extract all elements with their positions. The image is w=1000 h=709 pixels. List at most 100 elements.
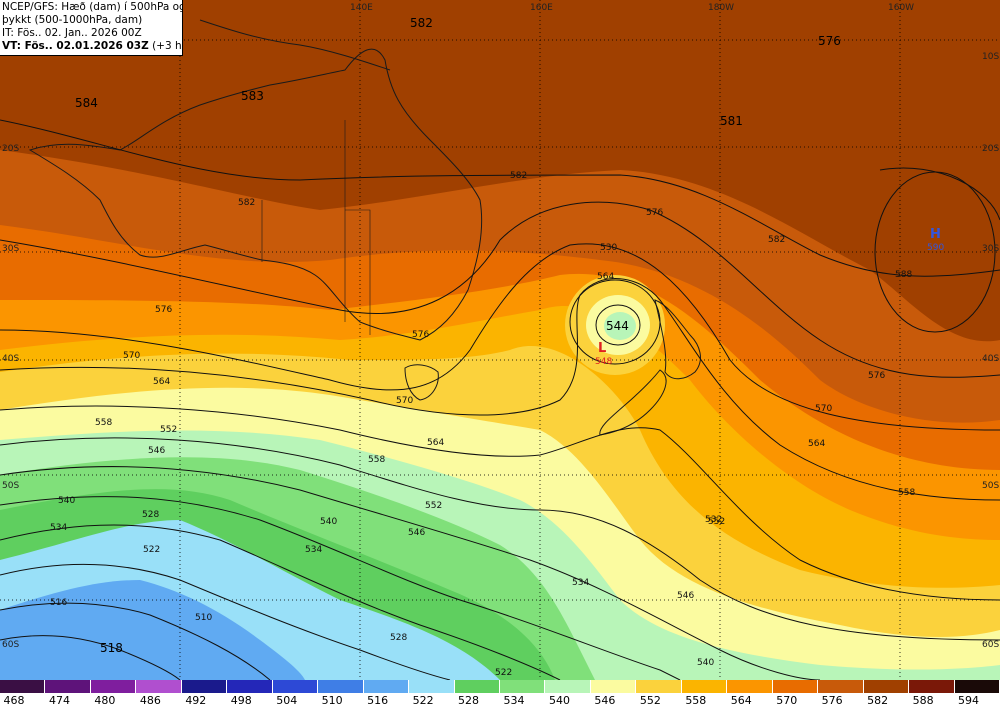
band-516	[0, 580, 305, 680]
label-522: 522	[143, 545, 160, 555]
legend-swatch-522	[409, 680, 455, 693]
legend-label-492: 492	[185, 694, 207, 707]
label-552: 552	[425, 501, 442, 511]
label-576: 576	[868, 371, 885, 381]
color-legend: 468 474 480 486 492 498 504 510 516 522 528 534 540 5…	[0, 680, 1000, 709]
initial-time: IT: Fös.. 02. Jan.. 2026 00Z	[2, 27, 142, 39]
contour-552	[0, 437, 1000, 641]
contour-564	[0, 278, 1000, 501]
legend-swatch-516	[363, 680, 410, 693]
legend-swatch-558	[681, 680, 728, 693]
legend-swatch-486	[136, 680, 182, 693]
legend-swatch-588	[909, 680, 955, 693]
legend-swatch-552	[636, 680, 682, 693]
legend-swatch-534	[500, 680, 546, 693]
contour-534	[0, 524, 561, 680]
forecast-hour: (+3 h)	[152, 40, 183, 52]
legend-label-540: 540	[548, 694, 570, 707]
height-value-518: 518	[100, 641, 123, 655]
legend-swatch-576	[818, 680, 864, 693]
contour-labels: 582 582 582 576 576 576 576 570 570 570 …	[50, 171, 915, 678]
label-516: 516	[50, 598, 67, 608]
legend-label-534: 534	[503, 694, 525, 707]
label-540: 540	[58, 496, 75, 506]
contour-528	[0, 563, 451, 680]
label-558: 558	[95, 418, 112, 428]
legend-label-480: 480	[94, 694, 116, 707]
valid-time-value: VT: Fös.. 02.01.2026 03Z	[2, 40, 149, 52]
contour-576	[0, 201, 1000, 378]
nz-north-coast	[654, 299, 701, 380]
weather-map: 582 582 582 576 576 576 576 570 570 570 …	[0, 0, 1000, 680]
tasmania-coast	[404, 364, 439, 401]
legend-swatch-594	[954, 680, 1000, 693]
legend-swatch-540	[545, 680, 591, 693]
legend-swatch-492	[181, 680, 228, 693]
label-546: 546	[148, 446, 165, 456]
lat-label-40s-left: 40S	[2, 354, 19, 364]
legend-swatch-474	[45, 680, 91, 693]
low-value: 548	[595, 357, 612, 367]
label-558: 558	[368, 455, 385, 465]
contour-540	[0, 496, 681, 680]
lon-label-160w: 160W	[888, 3, 914, 13]
legend-label-468: 468	[3, 694, 25, 707]
label-588: 588	[895, 270, 912, 280]
new-guinea-coast	[199, 19, 391, 71]
label-564: 564	[808, 439, 825, 449]
label-570: 570	[396, 396, 413, 406]
contour-516	[0, 635, 181, 680]
axis-labels: 140E 160E 180W 160W 10S 20S 20S 30S 30S …	[2, 3, 999, 650]
legend-label-552: 552	[639, 694, 661, 707]
legend-label-564: 564	[730, 694, 752, 707]
legend-label-474: 474	[48, 694, 70, 707]
legend-swatch-546	[590, 680, 637, 693]
australia-coast	[28, 48, 483, 341]
legend-swatch-528	[454, 680, 500, 693]
legend-swatch-570	[772, 680, 819, 693]
low-contour-inner	[595, 304, 641, 346]
label-576: 576	[646, 208, 663, 218]
lat-lon-grid	[0, 0, 1000, 680]
label-528: 528	[390, 633, 407, 643]
label-570: 570	[815, 404, 832, 414]
low-contour-outer	[569, 279, 661, 365]
valid-time: VT: Fös.. 02.01.2026 03Z (+3 h)	[2, 40, 183, 53]
lon-label-160e: 160E	[530, 3, 553, 13]
legend-label-576: 576	[821, 694, 843, 707]
lat-label-30s-right: 30S	[982, 244, 999, 254]
label-564: 564	[427, 438, 444, 448]
height-contours	[0, 119, 1000, 680]
contour-588	[879, 167, 1000, 221]
label-558: 558	[898, 488, 915, 498]
map-info-box: NCEP/GFS: Hæð (dam) í 500hPa og þykkt (5…	[0, 0, 183, 56]
label-540: 540	[320, 517, 337, 527]
legend-swatch-504	[272, 680, 319, 693]
legend-label-498: 498	[230, 694, 252, 707]
legend-label-522: 522	[412, 694, 434, 707]
label-564: 564	[153, 377, 170, 387]
lat-label-60s-left: 60S	[2, 640, 19, 650]
lat-label-20s-left: 20S	[2, 144, 19, 154]
legend-label-558: 558	[685, 694, 707, 707]
label-532: 532	[705, 515, 722, 525]
legend-label-588: 588	[912, 694, 934, 707]
legend-label-570: 570	[776, 694, 798, 707]
label-576: 576	[155, 305, 172, 315]
label-576: 576	[412, 330, 429, 340]
low-marker: L	[598, 341, 606, 356]
label-546: 546	[677, 591, 694, 601]
label-530: 530	[600, 243, 617, 253]
lat-label-10s-right: 10S	[982, 52, 999, 62]
label-540: 540	[697, 658, 714, 668]
lat-label-40s-right: 40S	[982, 354, 999, 364]
label-582: 582	[768, 235, 785, 245]
legend-label-594: 594	[958, 694, 980, 707]
lat-label-30s-left: 30S	[2, 244, 19, 254]
label-552: 552	[160, 425, 177, 435]
contour-546	[0, 466, 821, 680]
contour-558	[0, 405, 1000, 601]
legend-label-504: 504	[276, 694, 298, 707]
legend-label-510: 510	[321, 694, 343, 707]
contour-522	[0, 602, 271, 680]
